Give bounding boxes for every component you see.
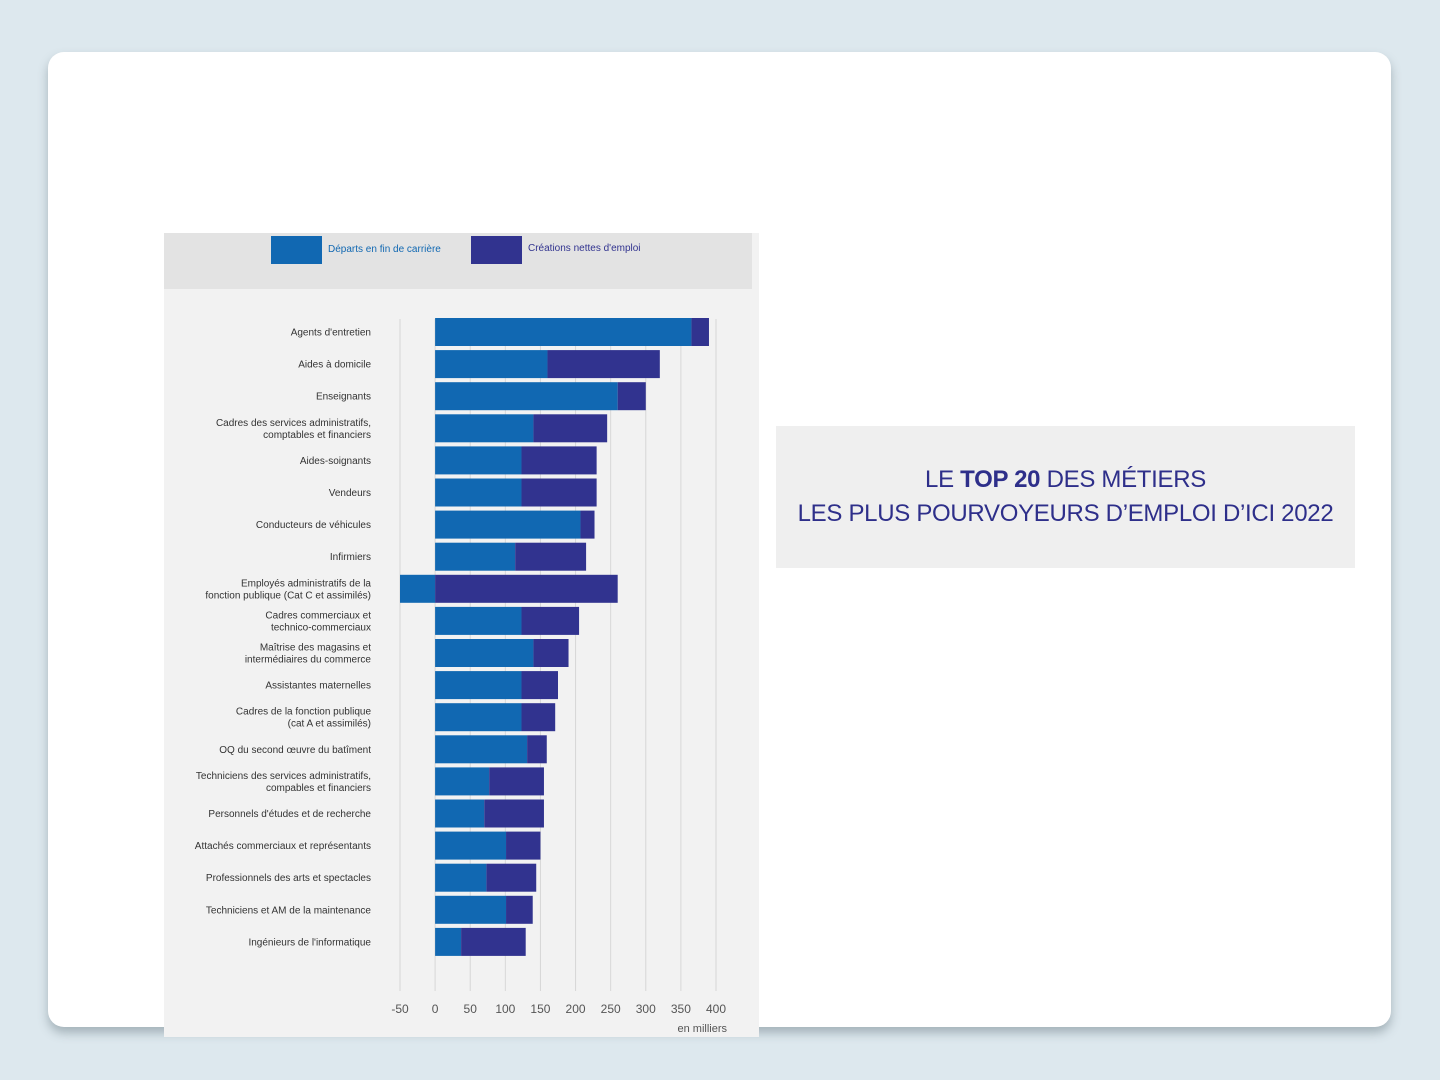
bar-creations-18: [506, 895, 533, 924]
tick-label-3: 100: [495, 1002, 515, 1016]
bar-creations-7: [515, 542, 587, 571]
bar-creations-6: [580, 510, 595, 539]
category-label-16: Attachés commerciaux et représentants: [195, 841, 371, 852]
bar-creations-17: [486, 863, 537, 892]
bar-creations-2: [617, 382, 646, 411]
title-line-1: LE TOP 20 DES MÉTIERS: [925, 463, 1206, 497]
category-label-9: Cadres commerciaux et technico-commerciau…: [265, 610, 371, 633]
title-line-2: LES PLUS POURVOYEURS D’EMPLOI D’ICI 2022: [797, 500, 1334, 527]
title-strong: TOP 20: [960, 466, 1041, 493]
category-label-11: Assistantes maternelles: [265, 681, 371, 692]
bar-chart: Agents d'entretien Aides à domicile Enseig…: [195, 318, 727, 1035]
category-label-10: Maîtrise des magasins et intermédiaires d…: [245, 643, 372, 666]
category-label-5: Vendeurs: [329, 488, 371, 499]
title-prefix: LE: [925, 466, 954, 493]
tick-label-8: 350: [671, 1002, 691, 1016]
category-label-8: Employés administratifs de la fonction pu…: [205, 578, 371, 601]
title-box: LE TOP 20 DES MÉTIERS LES PLUS POURVOYEU…: [776, 426, 1355, 568]
category-label-2: Enseignants: [316, 392, 371, 403]
tick-label-2: 50: [464, 1002, 478, 1016]
category-label-line: (cat A et assimilés): [288, 719, 371, 730]
category-label-17: Professionnels des arts et spectacles: [206, 873, 371, 884]
bar-creations-5: [521, 478, 597, 507]
bar-creations-19: [461, 927, 526, 956]
bar-creations-4: [521, 446, 597, 475]
bar-departs-16: [435, 831, 507, 860]
category-label-14: Techniciens des services administratifs,…: [196, 771, 371, 794]
legend-swatch-creations: [471, 236, 522, 264]
bar-departs-12: [435, 703, 522, 732]
category-label-line: compables et financiers: [266, 783, 371, 794]
category-label-13: OQ du second œuvre du batîment: [219, 745, 371, 756]
tick-label-7: 300: [636, 1002, 656, 1016]
bar-departs-8: [400, 574, 436, 603]
category-label-3: Cadres des services administratifs, compt…: [216, 418, 371, 441]
bar-departs-0: [435, 318, 692, 346]
bar-departs-4: [435, 446, 522, 475]
tick-label-4: 150: [530, 1002, 550, 1016]
category-label-4: Aides-soignants: [300, 456, 371, 467]
category-label-line: intermédiaires du commerce: [245, 655, 372, 666]
tick-label-5: 200: [566, 1002, 586, 1016]
category-label-6: Conducteurs de véhicules: [256, 520, 371, 531]
bar-departs-13: [435, 735, 528, 764]
category-label-18: Techniciens et AM de la maintenance: [206, 905, 372, 916]
category-label-line: Cadres commerciaux et: [265, 610, 371, 621]
legend-label-departs: Départs en fin de carrière: [328, 244, 441, 255]
bar-departs-19: [435, 927, 462, 956]
bar-creations-9: [521, 606, 580, 635]
bar-creations-10: [533, 639, 569, 667]
category-label-line: Maîtrise des magasins et: [260, 643, 371, 654]
bar-departs-11: [435, 671, 522, 700]
category-label-0: Agents d'entretien: [291, 328, 371, 339]
bar-departs-14: [435, 767, 490, 796]
bar-departs-5: [435, 478, 522, 507]
bar-departs-18: [435, 895, 507, 924]
bar-creations-11: [521, 671, 558, 700]
tick-label-1: 0: [432, 1002, 439, 1016]
tick-label-0: -50: [391, 1002, 409, 1016]
bar-departs-10: [435, 639, 534, 667]
bar-creations-12: [521, 703, 556, 732]
chart-panel: Départs en fin de carrière Créations net…: [164, 233, 759, 1037]
unit-label: en milliers: [677, 1023, 727, 1035]
category-label-line: fonction publique (Cat C et assimilés): [205, 590, 371, 601]
bar-departs-9: [435, 606, 522, 635]
bar-creations-14: [489, 767, 544, 796]
bar-creations-13: [527, 735, 547, 764]
bar-departs-2: [435, 382, 618, 411]
category-label-line: Cadres des services administratifs,: [216, 418, 371, 429]
legend-swatch-departs: [271, 236, 322, 264]
tick-label-9: 400: [706, 1002, 726, 1016]
bar-departs-17: [435, 863, 487, 892]
bar-departs-7: [435, 542, 516, 571]
bar-creations-0: [691, 318, 709, 346]
category-label-19: Ingénieurs de l'informatique: [248, 937, 371, 948]
bar-creations-16: [506, 831, 541, 860]
category-label-15: Personnels d'études et de recherche: [208, 809, 371, 820]
category-label-line: Techniciens des services administratifs,: [196, 771, 371, 782]
category-label-1: Aides à domicile: [298, 360, 371, 371]
bar-departs-15: [435, 799, 485, 828]
bar-departs-6: [435, 510, 581, 539]
category-label-line: Cadres de la fonction publique: [236, 707, 372, 718]
tick-label-6: 250: [601, 1002, 621, 1016]
legend-label-creations: Créations nettes d'emploi: [528, 243, 641, 254]
category-label-7: Infirmiers: [330, 552, 371, 563]
bar-creations-1: [547, 350, 660, 379]
category-label-line: technico-commerciaux: [271, 622, 371, 633]
bar-departs-1: [435, 350, 548, 379]
chart-legend: Départs en fin de carrière Créations net…: [164, 233, 752, 289]
category-label-line: Employés administratifs de la: [241, 578, 371, 589]
title-suffix: DES MÉTIERS: [1046, 466, 1207, 493]
bar-creations-15: [484, 799, 544, 828]
category-label-12: Cadres de la fonction publique (cat A et …: [236, 707, 372, 730]
bar-creations-3: [533, 414, 608, 443]
bar-creations-8: [435, 574, 618, 603]
category-label-line: comptables et financiers: [263, 430, 371, 441]
bar-departs-3: [435, 414, 534, 443]
